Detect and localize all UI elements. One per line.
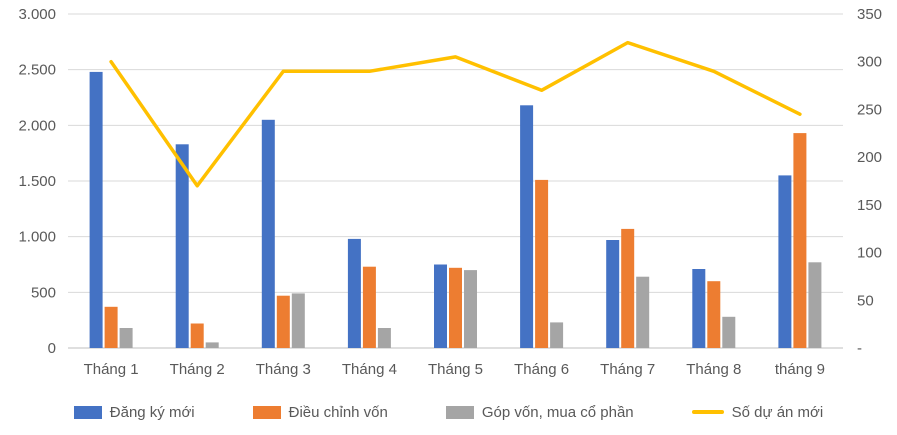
legend-swatch-dang-ky-moi bbox=[73, 405, 102, 419]
x-axis-label: Tháng 2 bbox=[170, 361, 225, 378]
bar-series1-cat7 bbox=[707, 281, 721, 348]
bar-series2-cat4 bbox=[464, 270, 477, 348]
right-axis-tick-label: - bbox=[857, 340, 862, 357]
bar-series0-cat0 bbox=[89, 71, 103, 349]
right-axis-tick-label: 350 bbox=[857, 6, 882, 23]
bar-series0-cat3 bbox=[347, 238, 361, 348]
legend-swatch-dieu-chinh-von bbox=[252, 405, 281, 419]
left-axis-tick-label: 1.000 bbox=[18, 229, 56, 246]
line-so-du-an-moi bbox=[109, 40, 802, 188]
right-axis-tick-label: 50 bbox=[857, 292, 874, 309]
bar-series1-cat6 bbox=[621, 228, 635, 348]
bar-series2-cat7 bbox=[722, 316, 736, 348]
chart-legend: Đăng ký mới Điều chỉnh vốn Góp vốn, mua … bbox=[0, 392, 897, 432]
bar-series2-cat1 bbox=[205, 342, 219, 348]
bar-series1-cat5 bbox=[535, 179, 549, 348]
bar-series2-cat3 bbox=[377, 328, 391, 348]
bar-series2-cat0 bbox=[119, 328, 133, 348]
legend-swatch-gop-von bbox=[445, 405, 474, 419]
x-axis-label: Tháng 6 bbox=[514, 361, 569, 378]
bar-series1-cat3 bbox=[362, 266, 376, 348]
bar-series0-cat6 bbox=[606, 240, 620, 348]
left-axis-tick-label: 2.000 bbox=[18, 117, 56, 134]
combo-chart-canvas: 0 500 1.000 1.500 2.000 2.500 3.000 - 50 100 150 20… bbox=[18, 6, 882, 378]
bar-series1-cat2 bbox=[276, 295, 290, 348]
bar-series0-cat7 bbox=[692, 269, 706, 348]
left-axis-tick-label: 3.000 bbox=[18, 6, 56, 23]
bar-series0-cat5 bbox=[520, 105, 534, 348]
legend-item-so-du-an-moi: Số dự án mới bbox=[691, 403, 824, 421]
x-axis-label: Tháng 5 bbox=[428, 361, 483, 378]
left-axis-tick-label: 2.500 bbox=[18, 62, 56, 79]
right-axis-tick-label: 250 bbox=[857, 101, 882, 118]
legend-label-dieu-chinh-von: Điều chỉnh vốn bbox=[288, 403, 388, 421]
legend-item-dieu-chinh-von: Điều chỉnh vốn bbox=[252, 403, 388, 421]
x-axis-label: Tháng 4 bbox=[342, 361, 397, 378]
legend-item-dang-ky-moi: Đăng ký mới bbox=[73, 403, 195, 421]
bar-series1-cat0 bbox=[104, 306, 118, 348]
bar-series1-cat8 bbox=[793, 133, 807, 348]
bar-series0-cat8 bbox=[778, 175, 792, 348]
right-axis-tick-label: 200 bbox=[857, 149, 882, 166]
legend-label-so-du-an-moi: Số dự án mới bbox=[731, 403, 824, 421]
right-axis-tick-label: 300 bbox=[857, 54, 882, 71]
bar-series0-cat2 bbox=[261, 119, 275, 348]
x-axis-label: Tháng 7 bbox=[600, 361, 655, 378]
legend-label-gop-von: Góp vốn, mua cổ phần bbox=[481, 403, 634, 421]
bar-series1-cat4 bbox=[449, 267, 462, 348]
bar-series0-cat4 bbox=[434, 264, 447, 348]
legend-line-swatch-so-du-an-moi bbox=[691, 410, 724, 414]
left-axis-tick-label: 0 bbox=[48, 340, 56, 357]
bar-series1-cat1 bbox=[190, 323, 204, 348]
bar-series2-cat2 bbox=[291, 293, 305, 348]
right-axis-tick-label: 100 bbox=[857, 245, 882, 262]
x-axis-label: tháng 9 bbox=[775, 361, 825, 378]
right-axis-tick-label: 150 bbox=[857, 197, 882, 214]
x-axis-label: Tháng 1 bbox=[84, 361, 139, 378]
bar-series2-cat6 bbox=[636, 276, 650, 348]
bar-series0-cat1 bbox=[175, 144, 189, 348]
bar-series2-cat8 bbox=[808, 262, 822, 348]
x-axis-label: Tháng 8 bbox=[686, 361, 741, 378]
legend-item-gop-von: Góp vốn, mua cổ phần bbox=[445, 403, 634, 421]
left-axis-tick-label: 1.500 bbox=[18, 173, 56, 190]
x-axis-label: Tháng 3 bbox=[256, 361, 311, 378]
legend-label-dang-ky-moi: Đăng ký mới bbox=[109, 403, 195, 421]
left-axis-tick-label: 500 bbox=[31, 284, 56, 301]
bar-series2-cat5 bbox=[550, 322, 564, 348]
